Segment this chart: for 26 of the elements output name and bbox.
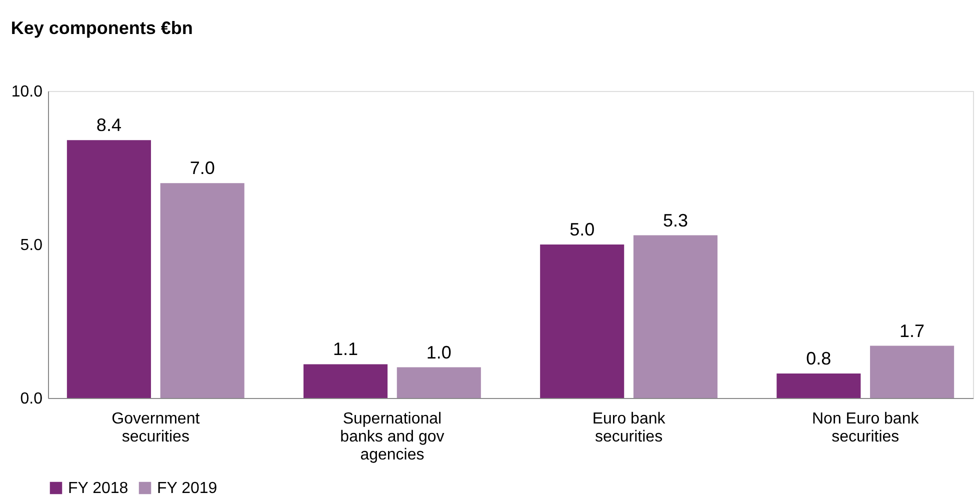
data-label: 1.0	[426, 342, 452, 362]
x-tick-label: Supernational banks and gov agencies	[340, 410, 444, 464]
y-tick-label: 0.0	[20, 390, 43, 408]
bar	[396, 367, 481, 398]
data-label: 7.0	[190, 158, 215, 178]
bar	[66, 140, 151, 398]
bar	[160, 183, 244, 398]
x-tick-label: Euro bank securities	[592, 410, 666, 446]
y-tick-label: 10.0	[11, 84, 43, 100]
data-label: 1.1	[333, 339, 358, 360]
bar	[540, 244, 624, 398]
bar	[870, 346, 954, 398]
bar	[633, 235, 718, 398]
data-label: 5.3	[662, 210, 688, 230]
bar	[776, 373, 861, 398]
legend-label: FY 2019	[157, 480, 218, 497]
legend-label: FY 2018	[68, 480, 128, 497]
data-label: 8.4	[96, 115, 122, 136]
chart-title: Key components €bn	[10, 18, 193, 38]
bar	[304, 364, 388, 398]
x-tick-label: Government securities	[112, 410, 200, 446]
data-label: 1.7	[900, 320, 925, 341]
x-tick-label: Non Euro bank securities	[812, 410, 920, 446]
y-tick-label: 5.0	[20, 237, 43, 254]
data-label: 0.8	[806, 348, 832, 368]
data-label: 5.0	[570, 220, 595, 240]
